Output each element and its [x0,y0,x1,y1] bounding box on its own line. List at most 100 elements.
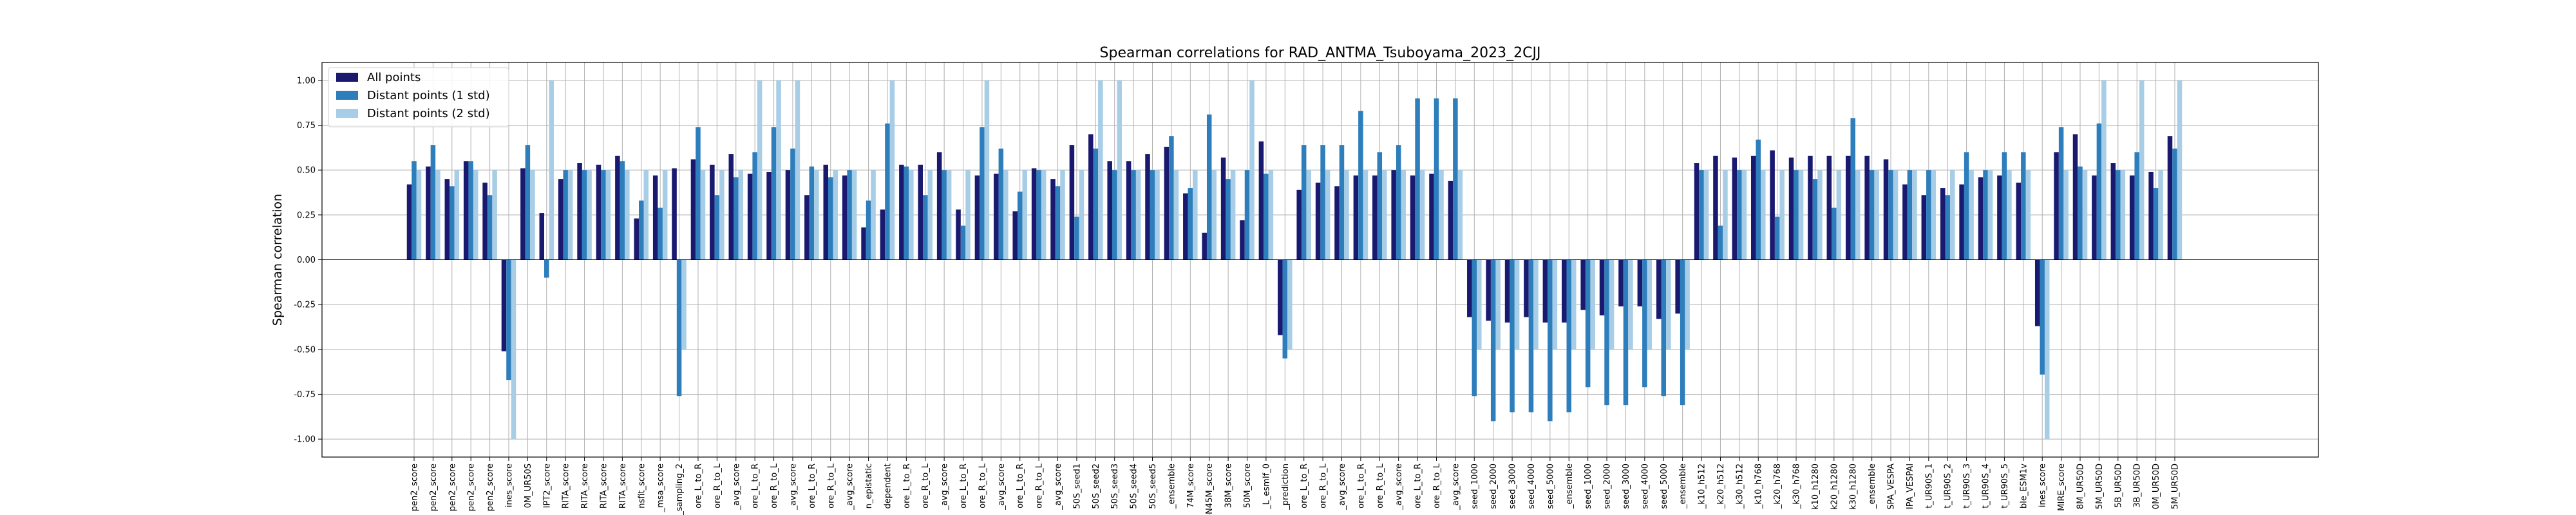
bar-series-0 [994,173,999,260]
bar-series-1 [998,148,1004,260]
bar-series-0 [1315,182,1321,260]
bar-series-0 [861,227,866,260]
bar-series-2 [1117,80,1122,260]
bar-series-1 [1585,259,1591,388]
x-tick-label: k10_h1280 [1811,464,1821,510]
x-tick-label: ore_L_to_R [1414,464,1423,509]
bar-series-0 [2148,171,2154,260]
x-tick-label: ore_L_to_R [1300,464,1309,509]
bar-series-1 [430,145,436,260]
bar-series-1 [1358,111,1363,260]
x-tick-label: RITA_score [580,464,590,509]
x-tick-label: SPA_VESPA [1887,464,1897,510]
bar-series-0 [406,184,412,260]
bar-series-2 [2007,170,2012,260]
bar-series-1 [1434,98,1439,260]
x-tick-label: 38M_score [1224,464,1234,508]
bar-series-2 [814,170,819,260]
bar-series-1 [828,177,833,260]
bar-series-1 [1907,170,1913,260]
x-tick-label: pen2_score [486,464,495,511]
x-tick-label: k20_h1280 [1830,464,1839,510]
bar-series-1 [960,225,966,260]
bar-series-1 [1055,186,1061,260]
y-tick-label: 1.00 [297,76,316,86]
bar-series-0 [652,175,658,260]
bar-series-0 [1031,168,1037,260]
bar-series-0 [1562,259,1567,323]
bar-series-1 [1718,225,1723,260]
x-tick-label: _k10_h512 [1698,464,1707,509]
x-tick-label: _k20_h768 [1773,464,1783,509]
y-ticks: -1.00 -0.75 -0.50 -0.25 0.00 0.25 0.50 0.75 1.00 [294,76,322,445]
x-tick-label: n_epistatic [864,464,874,509]
bar-series-0 [2167,136,2173,260]
bar-series-2 [1949,170,1955,260]
bar-series-1 [885,123,890,260]
x-tick-label: _k10_h768 [1754,464,1764,509]
bar-series-2 [605,170,611,260]
bar-series-2 [662,170,668,260]
bar-series-1 [1244,170,1250,260]
bar-series-0 [1770,150,1775,260]
bar-series-0 [785,170,791,260]
y-tick-label: 0.75 [297,121,316,131]
x-tick-label: ore_R_to_L [826,463,836,509]
bar-series-2 [1723,170,1728,260]
x-tick-label: dependent [883,464,893,509]
bar-series-2 [833,170,838,260]
y-axis-label: Spearman correlation [270,194,285,326]
bar-series-1 [696,127,701,260]
bar-series-1 [904,166,909,260]
bar-series-1 [1756,139,1761,260]
bar-series-1 [544,259,549,278]
bar-series-2 [473,170,478,260]
bar-series-2 [700,170,706,260]
bar-series-1 [1150,170,1155,260]
x-tick-label: _msa_score [656,464,666,512]
y-tick-label: -0.25 [294,301,316,310]
bar-series-2 [1533,259,1539,350]
legend-swatch-distant-1std [336,91,358,100]
bar-series-0 [1353,175,1359,260]
x-tick-label: ines_score [504,464,514,507]
x-tick-label: _L_esmIf_0 [1262,464,1271,510]
y-tick-label: -0.75 [294,390,316,400]
x-tick-label: t_UR90S_5 [2000,464,2010,509]
x-tick-label: RITA_score [618,464,628,509]
bar-series-2 [1439,170,1444,260]
bar-series-1 [2021,152,2026,260]
bar-series-2 [2158,170,2163,260]
bar-series-0 [1921,195,1927,260]
x-tick-label: ore_L_to_R [694,464,703,509]
x-tick-label: IPT2_score [542,464,552,508]
bar-series-1 [866,200,871,260]
bar-series-1 [1206,114,1212,260]
bar-series-2 [851,170,857,260]
bar-series-1 [1983,170,1988,260]
bar-series-1 [1131,170,1136,260]
bar-series-1 [1415,98,1420,260]
x-tick-label: _k30_h512 [1735,464,1745,509]
bar-series-2 [795,80,800,260]
bar-series-1 [525,145,531,260]
bar-series-1 [676,259,682,397]
x-tick-label: k30_h1280 [1849,464,1859,510]
x-tick-label: 50S_seed1 [1072,464,1082,509]
legend-label-distant-2std: Distant points (2 std) [367,107,490,120]
x-tick-label: _avg_score [788,464,798,510]
bar-series-1 [1812,179,1818,260]
x-tick-label: t_UR90S_4 [1982,464,1991,509]
bar-series-0 [899,164,904,260]
bar-series-0 [1845,155,1851,260]
bar-series-1 [1737,170,1742,260]
bar-series-2 [1230,170,1236,260]
bar-series-2 [1098,80,1103,260]
x-tick-label: seed_5000 [1546,464,1555,509]
bar-series-1 [1964,152,1969,260]
x-tick-label: 5M_UR50D [2095,464,2105,509]
bar-series-1 [942,170,947,260]
bar-series-2 [1401,170,1406,260]
bar-series-1 [1074,216,1079,260]
bar-series-2 [567,170,573,260]
